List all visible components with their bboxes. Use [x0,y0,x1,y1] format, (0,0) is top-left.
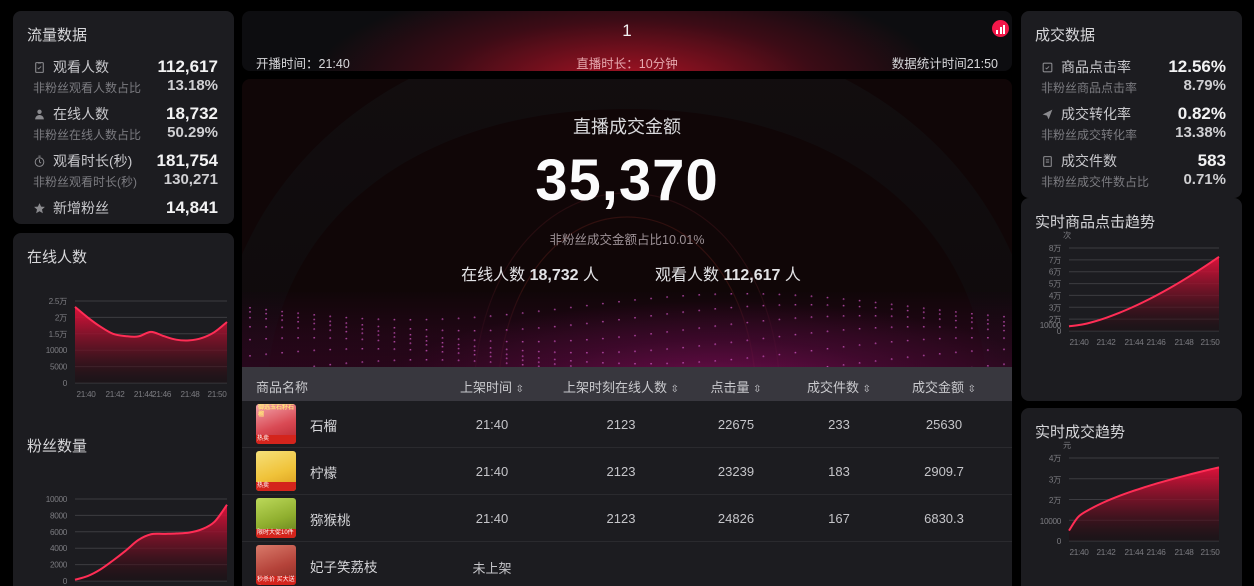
svg-text:21:48: 21:48 [1175,548,1195,557]
svg-text:21:40: 21:40 [1070,338,1090,347]
svg-text:21:40: 21:40 [1070,548,1090,557]
svg-text:21:46: 21:46 [152,390,172,399]
svg-text:21:50: 21:50 [1201,548,1221,557]
svg-text:2万: 2万 [1049,496,1061,505]
svg-text:21:40: 21:40 [77,390,97,399]
svg-text:0: 0 [1057,537,1062,546]
svg-text:8000: 8000 [50,511,68,520]
svg-text:3万: 3万 [1049,475,1061,484]
svg-text:6000: 6000 [50,528,68,537]
svg-text:3万: 3万 [1049,303,1061,312]
svg-text:21:44: 21:44 [134,390,154,399]
svg-text:次: 次 [1063,230,1071,240]
svg-text:21:48: 21:48 [181,390,201,399]
svg-text:21:46: 21:46 [1147,548,1167,557]
svg-text:21:42: 21:42 [1097,338,1117,347]
svg-text:2000: 2000 [50,561,68,570]
svg-text:4万: 4万 [1049,291,1061,300]
svg-text:21:50: 21:50 [1201,338,1221,347]
svg-text:0: 0 [1057,327,1062,336]
svg-text:7万: 7万 [1049,256,1061,265]
svg-text:21:42: 21:42 [1097,548,1117,557]
svg-text:21:48: 21:48 [1175,338,1195,347]
svg-text:21:46: 21:46 [1147,338,1167,347]
svg-text:4万: 4万 [1049,454,1061,463]
svg-text:21:42: 21:42 [106,390,126,399]
svg-text:10000: 10000 [46,495,68,504]
svg-text:21:44: 21:44 [1125,548,1145,557]
svg-text:元: 元 [1063,441,1071,450]
svg-text:0: 0 [63,379,68,388]
svg-text:4000: 4000 [50,544,68,553]
svg-text:2万: 2万 [55,313,67,322]
svg-text:0: 0 [63,577,68,586]
svg-text:2.5万: 2.5万 [49,297,67,306]
svg-text:8万: 8万 [1049,244,1061,253]
svg-text:10000: 10000 [46,346,68,355]
svg-text:1.5万: 1.5万 [49,330,67,339]
svg-text:5000: 5000 [50,363,68,372]
svg-text:10000: 10000 [1040,517,1062,526]
svg-text:21:50: 21:50 [208,390,228,399]
svg-text:21:44: 21:44 [1125,338,1145,347]
svg-text:5万: 5万 [1049,280,1061,289]
svg-text:6万: 6万 [1049,268,1061,277]
